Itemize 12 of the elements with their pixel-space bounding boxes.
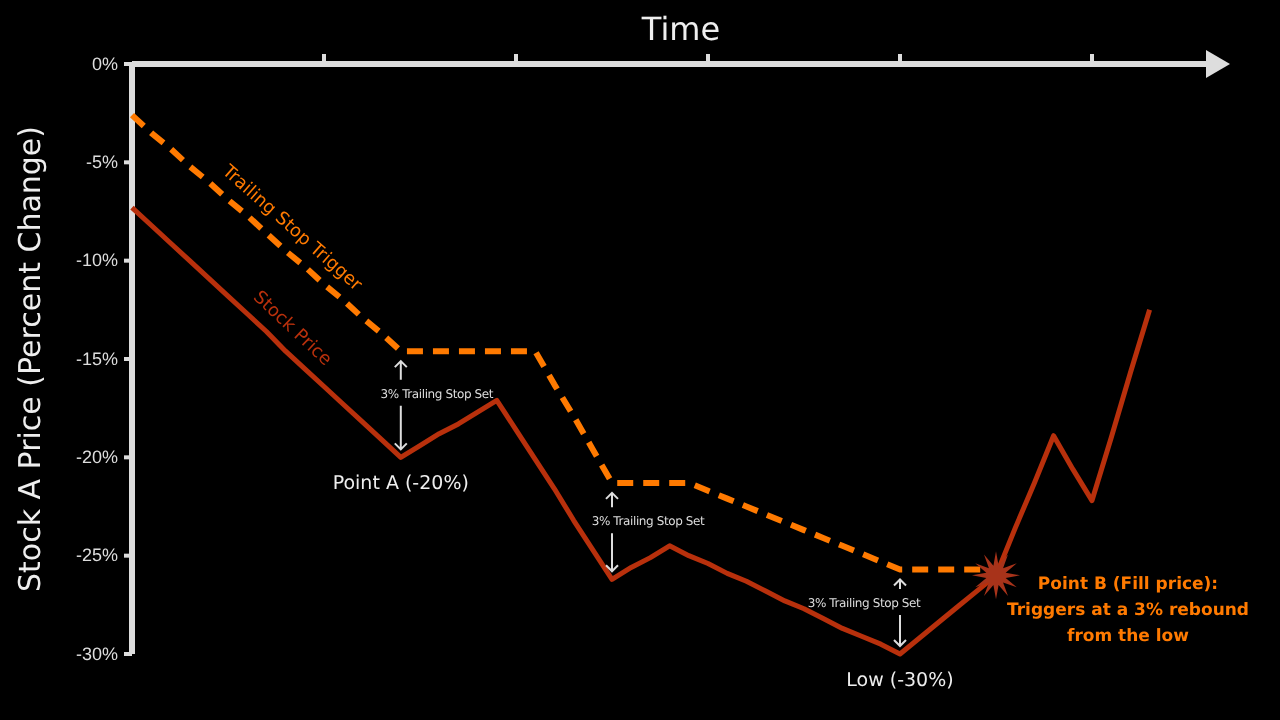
y-tick-label: 0% [91, 53, 118, 74]
y-tick-label: -10% [75, 250, 118, 271]
y-tick-label: -5% [85, 152, 118, 173]
x-axis-title: Time [639, 10, 721, 48]
y-tick-label: -25% [75, 545, 118, 566]
annotation: Point A (-20%) [332, 473, 469, 496]
y-tick-label: -30% [75, 643, 118, 664]
text: Low (-30%) [846, 670, 954, 692]
y-axis-title: Stock A Price (Percent Change) [12, 125, 48, 593]
y-tick-label: -20% [75, 447, 118, 468]
annotation: Point B (Fill price): Triggers at a 3% rebound from the low [1006, 575, 1250, 648]
y-tick-label: -15% [75, 348, 118, 369]
